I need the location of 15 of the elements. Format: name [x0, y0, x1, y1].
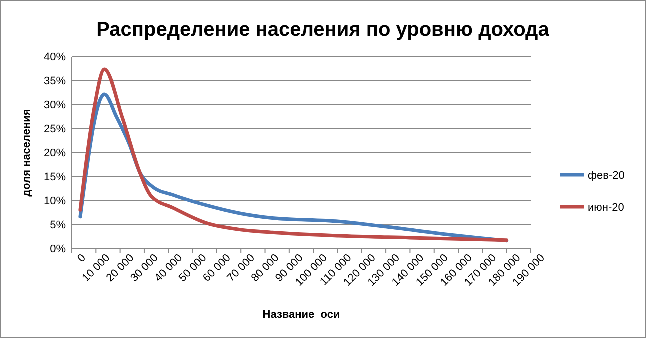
legend-label: июн-20 — [588, 202, 624, 214]
y-tick-label: 0% — [50, 244, 66, 256]
y-tick-label: 5% — [50, 220, 66, 232]
y-tick-label: 25% — [44, 124, 66, 136]
y-tick-label: 15% — [44, 172, 66, 184]
y-tick-label: 40% — [44, 52, 66, 64]
y-tick-label: 30% — [44, 100, 66, 112]
y-tick-label: 10% — [44, 196, 66, 208]
y-tick-label: 20% — [44, 148, 66, 160]
legend-label: фев-20 — [588, 170, 625, 182]
x-tick-label: 0 — [76, 252, 88, 266]
chart-title: Распределение населения по уровню дохода — [96, 19, 550, 41]
y-tick-label: 35% — [44, 76, 66, 88]
x-axis-title: Название оси — [262, 309, 340, 321]
y-axis-title: доля населения — [21, 109, 33, 197]
